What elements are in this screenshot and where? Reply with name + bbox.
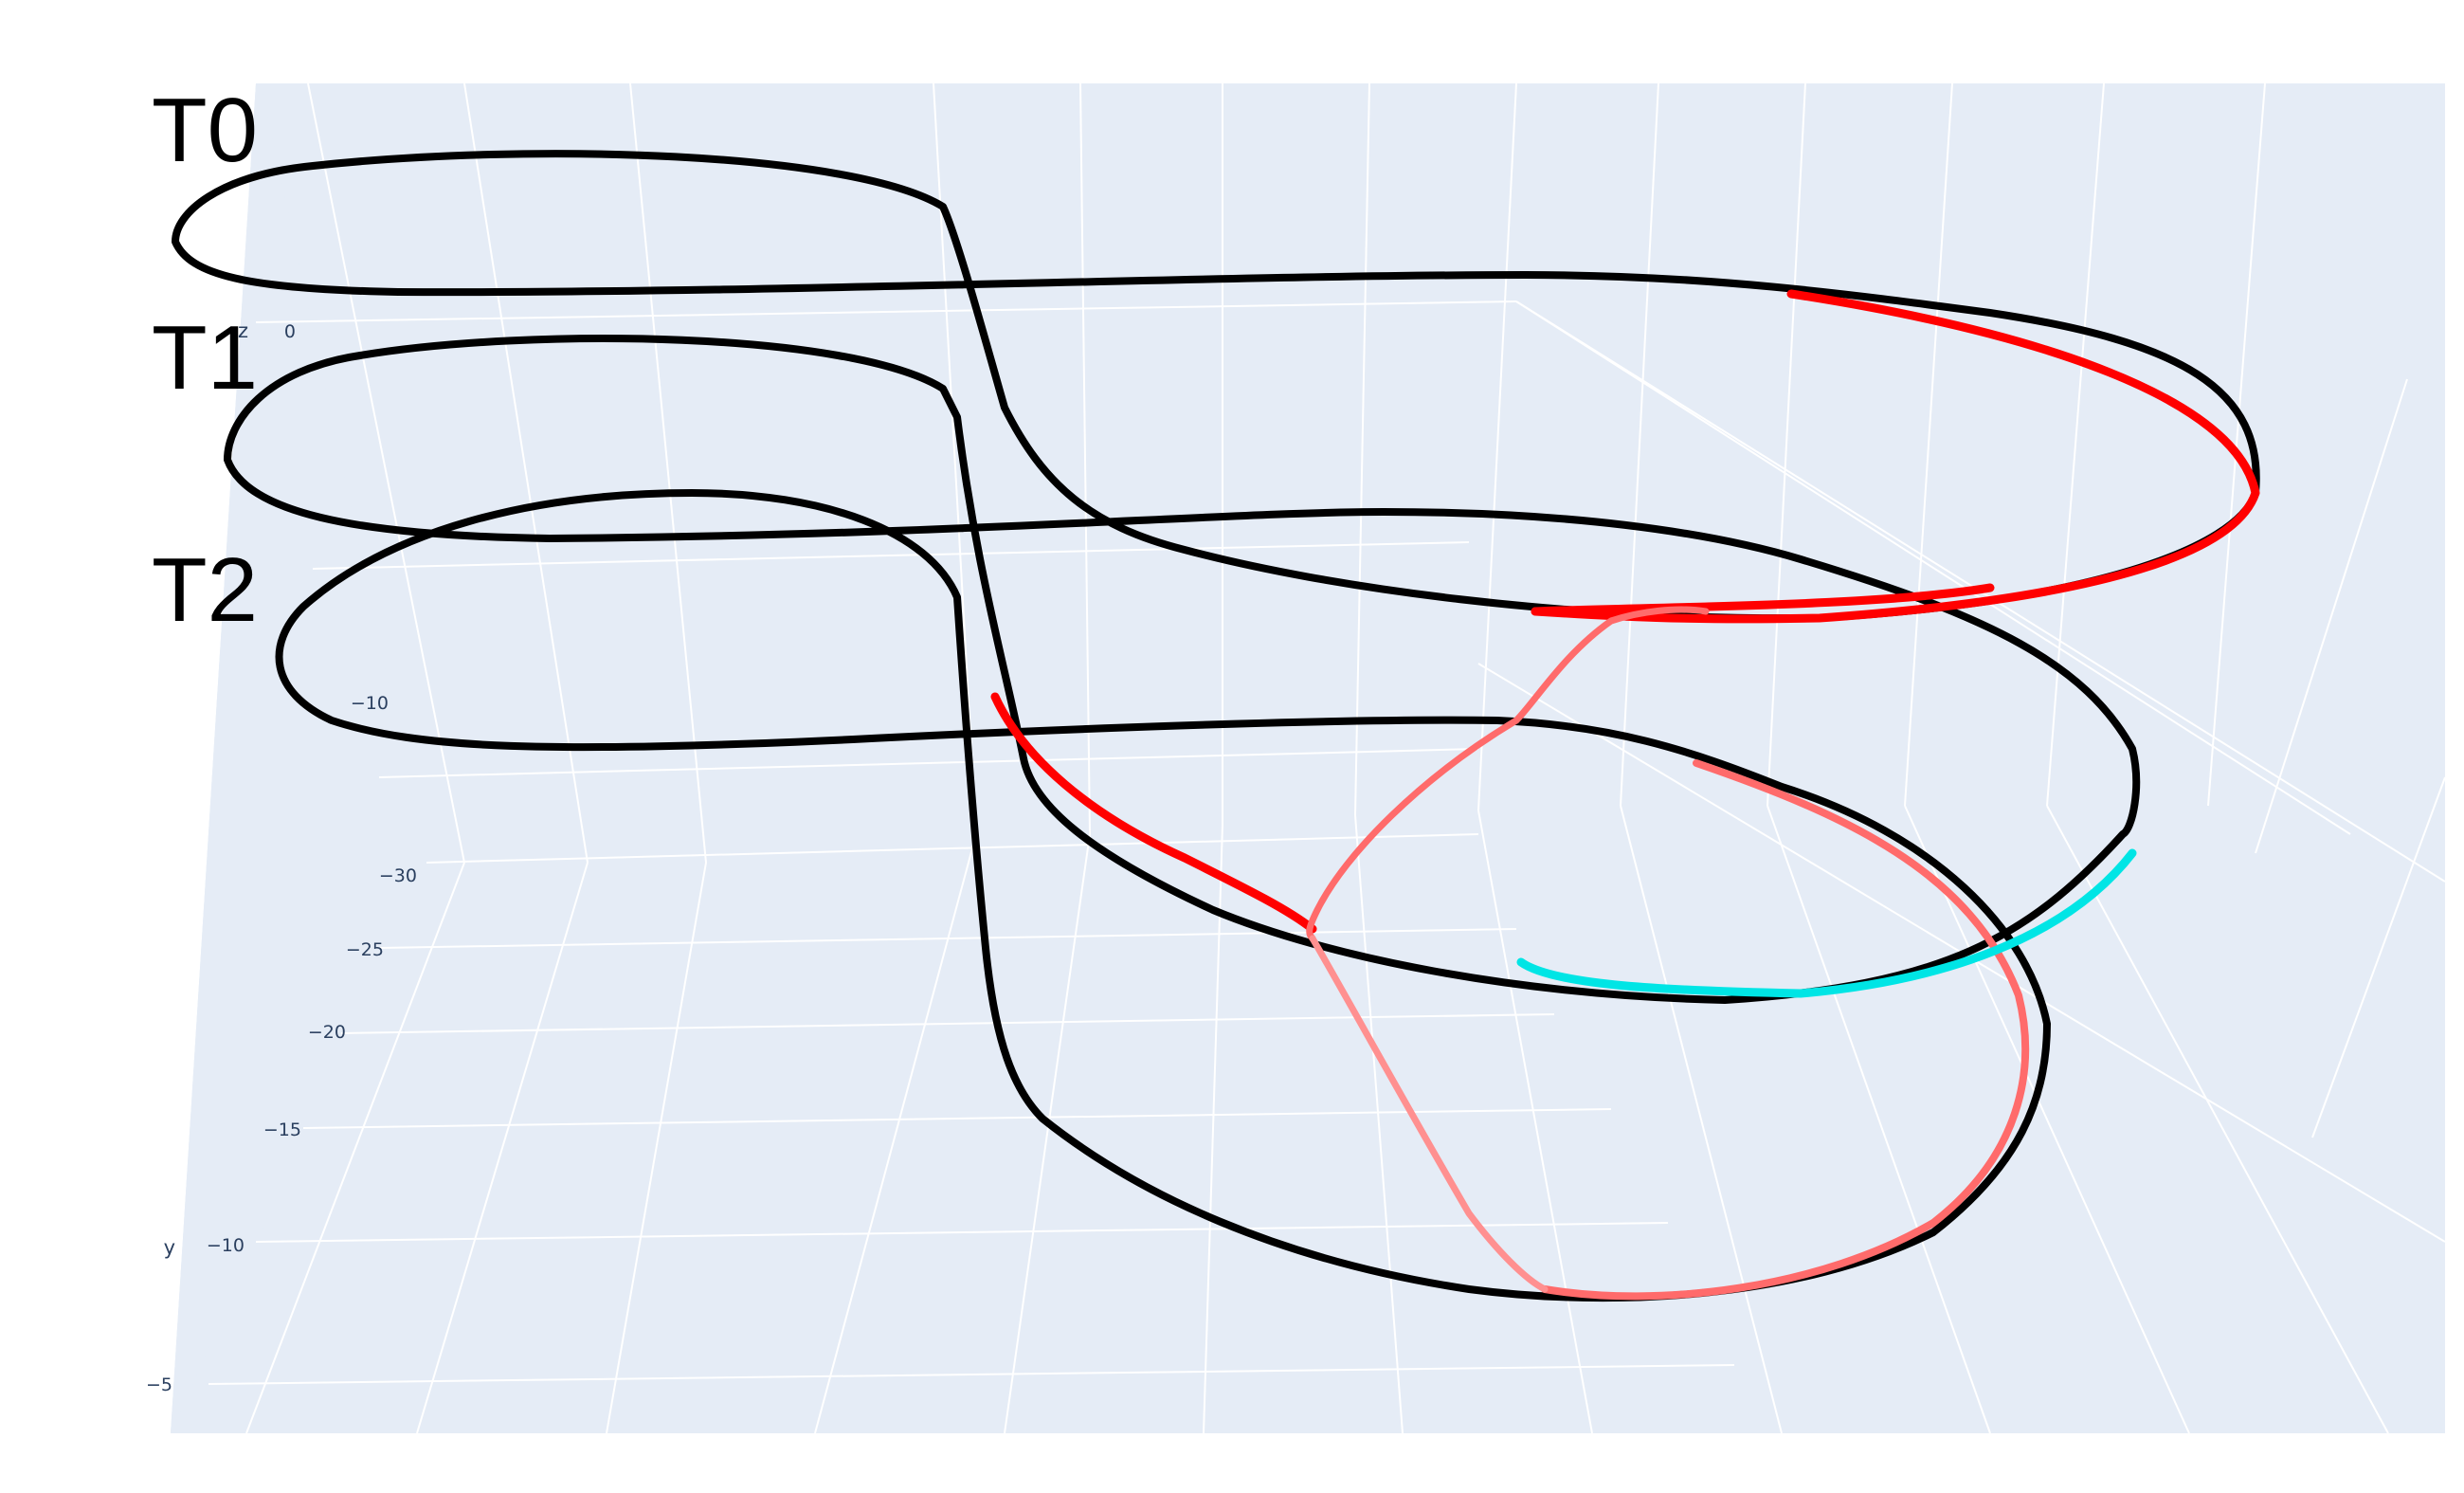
axis-ticks: z 0 −10 −30 −25 −20 −15 −10 −5 y <box>146 319 417 1395</box>
gridline-29 <box>378 928 1517 949</box>
z-tick-0: 0 <box>284 321 296 342</box>
gridline-28 <box>426 833 1479 864</box>
label-t1: T1 <box>152 307 259 409</box>
y-tick-5: −5 <box>146 1375 172 1395</box>
gridline-31 <box>302 1108 1612 1129</box>
y-tick-4: −10 <box>207 1235 245 1256</box>
trajectory-lines <box>172 150 2260 1302</box>
label-t0: T0 <box>152 80 259 181</box>
gridline-12 <box>2207 82 2266 807</box>
gridline-30 <box>340 1013 1555 1034</box>
gridline-26 <box>1904 805 2190 1434</box>
y-tick-2: −20 <box>308 1022 346 1043</box>
gridline-9 <box>1766 82 1806 807</box>
gridline-15 <box>378 748 1479 778</box>
segment-red-t0 <box>1531 289 2260 624</box>
gridline-20 <box>1004 833 1091 1434</box>
y-tick-0: −30 <box>379 865 417 886</box>
background-left-panel <box>171 83 426 1433</box>
gridline-19 <box>814 833 977 1434</box>
gridline-38 <box>2311 776 2446 1138</box>
segment-pink-connector-mid <box>1306 717 1520 942</box>
trajectory-t2 <box>275 489 2051 1302</box>
gridline-17 <box>416 862 589 1434</box>
gridline-16 <box>245 862 465 1434</box>
gridline-33 <box>208 1364 1735 1385</box>
gridline-32 <box>255 1222 1669 1243</box>
gridline-6 <box>1354 82 1370 816</box>
z-tick-1: −10 <box>351 693 389 714</box>
gridline-10 <box>1904 82 1953 807</box>
y-tick-1: −25 <box>346 939 384 960</box>
highlight-segments <box>990 289 2260 1301</box>
gridline-21 <box>1203 824 1223 1434</box>
gridline-36 <box>1515 300 2351 835</box>
segment-red-t1-left <box>990 692 1317 934</box>
gridline-23 <box>1477 810 1593 1434</box>
gridline-24 <box>1620 805 1783 1434</box>
gridline-13 <box>255 300 1517 323</box>
label-t2: T2 <box>152 539 259 641</box>
gridline-0 <box>307 82 465 864</box>
gridline-2 <box>629 82 707 864</box>
gridline-1 <box>463 82 589 864</box>
y-axis-title: y <box>164 1236 175 1259</box>
gridlines <box>208 82 2446 1434</box>
plot-background-panels <box>171 83 2445 1433</box>
gridline-7 <box>1477 82 1517 811</box>
trajectory-t0 <box>172 150 2260 623</box>
gridline-27 <box>2046 805 2389 1434</box>
gridline-4 <box>1079 82 1091 835</box>
gridline-8 <box>1620 82 1659 807</box>
gridline-25 <box>1766 805 1991 1434</box>
background-wall-panel <box>171 83 2445 1433</box>
trajectory-t1 <box>224 335 2141 1004</box>
gridline-14 <box>312 541 1470 570</box>
segment-red-connector-top <box>1513 606 1710 724</box>
gridline-22 <box>1354 814 1404 1434</box>
segment-cyan-t1 <box>1516 848 2137 998</box>
segment-lightpink-connector-bottom <box>1309 935 1549 1293</box>
gridline-37 <box>2255 378 2408 854</box>
y-tick-3: −15 <box>263 1120 301 1140</box>
gridline-18 <box>606 862 707 1434</box>
z-axis-title: z <box>238 319 248 342</box>
segment-red-t1-right <box>1541 759 2030 1301</box>
gridline-11 <box>2046 82 2105 807</box>
segment-red-t0-end <box>1531 583 1995 616</box>
